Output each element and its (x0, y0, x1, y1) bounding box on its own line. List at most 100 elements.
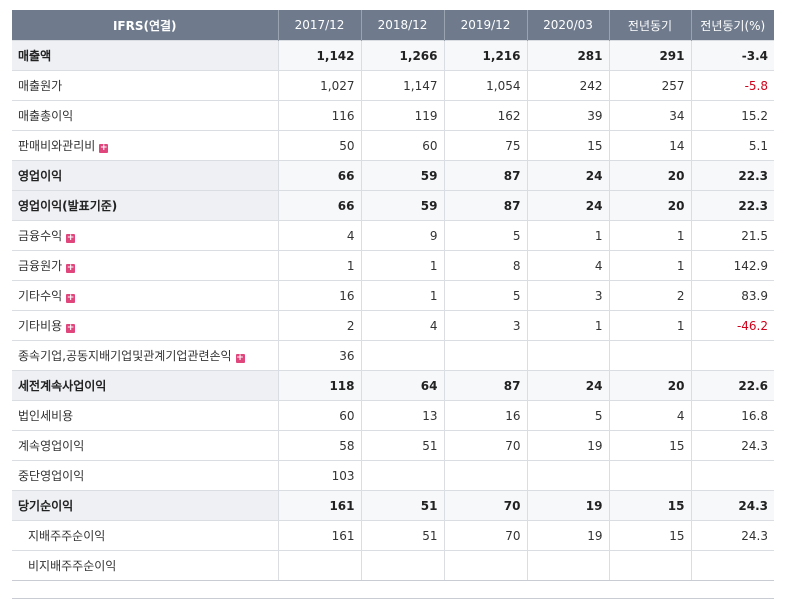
expand-plus-icon[interactable]: + (235, 353, 245, 363)
table-cell: 20 (608, 190, 691, 221)
row-label[interactable]: 판매비와관리비 + (12, 130, 278, 161)
table-row: 영업이익(발표기준) 66 59 87 24 20 22.3 (12, 190, 774, 221)
table-row: 금융수익 +4 9 5 1 1 21.5 (12, 220, 774, 251)
row-label[interactable]: 금융수익 + (12, 220, 278, 251)
row-label[interactable]: 기타수익 + (12, 280, 278, 311)
table-cell: 22.6 (690, 370, 774, 401)
table-cell: -5.8 (690, 70, 774, 101)
row-label[interactable]: 기타비용 + (12, 310, 278, 341)
row-label: 세전계속사업이익 (12, 370, 278, 401)
table-row: 계속영업이익 58 51 70 19 15 24.3 (12, 430, 774, 461)
row-label-text: 판매비와관리비 (18, 139, 96, 153)
table-cell: 50 (277, 130, 361, 161)
row-label: 지배주주순이익 (12, 520, 278, 551)
table-cell: 1 (360, 250, 444, 281)
table-cell: 1,142 (277, 40, 361, 71)
header-2019: 2019/12 (443, 10, 527, 41)
table-row: 금융원가 +1 1 8 4 1 142.9 (12, 250, 774, 281)
table-cell: 24 (526, 370, 609, 401)
table-cell: 4 (608, 400, 691, 431)
row-label: 중단영업이익 (12, 460, 278, 491)
income-statement: IFRS(연결) 2017/12 2018/12 2019/12 2020/03… (12, 10, 774, 581)
table-cell: 24.3 (690, 520, 774, 551)
table-cell (690, 340, 774, 371)
row-label[interactable]: 금융원가 + (12, 250, 278, 281)
expand-plus-icon[interactable]: + (66, 293, 76, 303)
table-cell (443, 550, 527, 581)
table-cell: 51 (360, 490, 444, 521)
table-cell: 8 (443, 250, 527, 281)
row-label-text: 당기순이익 (18, 499, 74, 513)
table-cell (526, 340, 609, 371)
table-cell: 19 (526, 490, 609, 521)
table-cell: 1 (277, 250, 361, 281)
table-row: 판매비와관리비 +50 60 75 15 14 5.1 (12, 130, 774, 161)
table-cell (443, 340, 527, 371)
table-cell: 1 (526, 310, 609, 341)
expand-plus-icon[interactable]: + (66, 233, 76, 243)
header-row: IFRS(연결) 2017/12 2018/12 2019/12 2020/03… (12, 10, 774, 41)
table-cell: 20 (608, 370, 691, 401)
table-cell: 1,216 (443, 40, 527, 71)
table-row: 지배주주순이익 161 51 70 19 15 24.3 (12, 520, 774, 551)
row-label: 법인세비용 (12, 400, 278, 431)
header-2020-03: 2020/03 (526, 10, 609, 41)
row-label-text: 중단영업이익 (18, 469, 85, 483)
header-2017: 2017/12 (277, 10, 361, 41)
table-row: 기타수익 +16 1 5 3 2 83.9 (12, 280, 774, 311)
table-cell: 70 (443, 520, 527, 551)
table-cell: 20 (608, 160, 691, 191)
table-cell: 15 (608, 430, 691, 461)
table-row: 세전계속사업이익 118 64 87 24 20 22.6 (12, 370, 774, 401)
table-row: 비지배주주순이익 (12, 550, 774, 581)
row-label-text: 매출총이익 (18, 109, 74, 123)
table-cell: 281 (526, 40, 609, 71)
table-cell: 2 (608, 280, 691, 311)
row-label-text: 금융수익 (18, 229, 63, 243)
row-label[interactable]: 종속기업,공동지배기업및관계기업관련손익 + (12, 340, 278, 371)
header-ifrs: IFRS(연결) (12, 10, 278, 41)
expand-plus-icon[interactable]: + (66, 323, 76, 333)
table-cell: 60 (277, 400, 361, 431)
table-cell: 64 (360, 370, 444, 401)
table-cell: 1,054 (443, 70, 527, 101)
table-cell: 5 (443, 280, 527, 311)
row-label-text: 법인세비용 (18, 409, 74, 423)
table-cell (360, 340, 444, 371)
table-cell: 21.5 (690, 220, 774, 251)
table-cell: 161 (277, 490, 361, 521)
row-label-text: 세전계속사업이익 (18, 379, 107, 393)
expand-plus-icon[interactable]: + (66, 263, 76, 273)
row-label: 계속영업이익 (12, 430, 278, 461)
table-cell: 119 (360, 100, 444, 131)
table-cell: 24 (526, 190, 609, 221)
row-label: 영업이익(발표기준) (12, 190, 278, 221)
header-2018: 2018/12 (360, 10, 444, 41)
table-cell (360, 550, 444, 581)
table-cell: 83.9 (690, 280, 774, 311)
table-cell: 9 (360, 220, 444, 251)
table-cell (690, 550, 774, 581)
table-row: 기타비용 +2 4 3 1 1 -46.2 (12, 310, 774, 341)
table-cell: 1 (608, 220, 691, 251)
table-row: 법인세비용 60 13 16 5 4 16.8 (12, 400, 774, 431)
table-cell: 58 (277, 430, 361, 461)
table-cell: 16.8 (690, 400, 774, 431)
table-cell: 51 (360, 430, 444, 461)
table-cell: 39 (526, 100, 609, 131)
table-cell: 59 (360, 190, 444, 221)
expand-plus-icon[interactable]: + (99, 143, 109, 153)
row-label-text: 비지배주주순이익 (28, 559, 117, 573)
table-cell: 5 (443, 220, 527, 251)
table-cell: 24.3 (690, 430, 774, 461)
header-prev-year-pct: 전년동기(%) (690, 10, 774, 41)
table-row: 영업이익 66 59 87 24 20 22.3 (12, 160, 774, 191)
table-cell: 4 (360, 310, 444, 341)
table-cell: 66 (277, 160, 361, 191)
table-cell: 3 (526, 280, 609, 311)
table-cell: 4 (526, 250, 609, 281)
row-label-text: 매출액 (18, 49, 52, 63)
table-cell: 1 (608, 310, 691, 341)
bottom-divider (12, 598, 774, 599)
row-label: 매출총이익 (12, 100, 278, 131)
